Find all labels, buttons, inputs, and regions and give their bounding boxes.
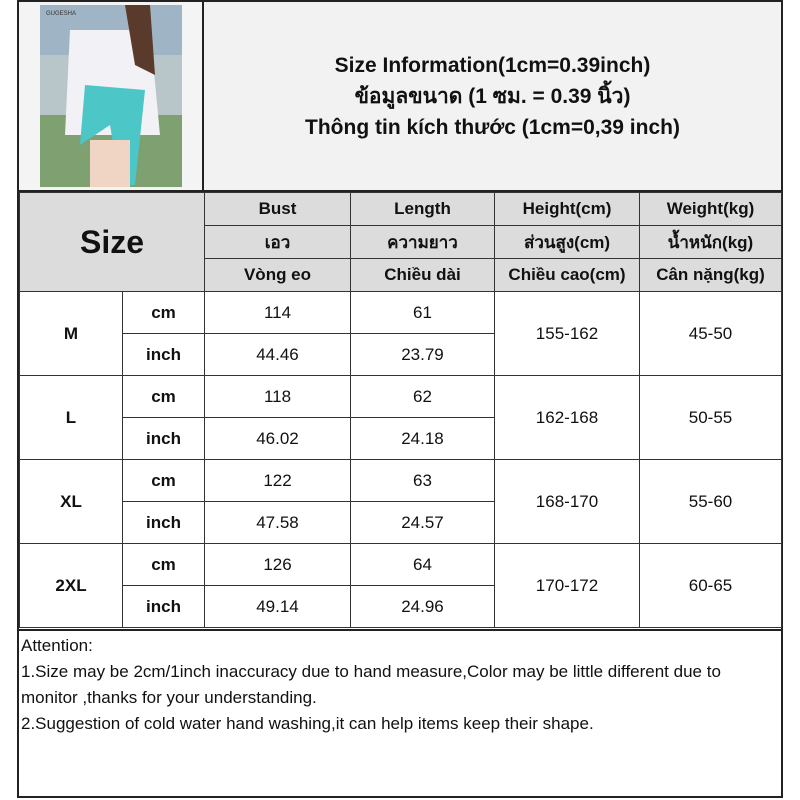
header-bust-vi: Vòng eo — [204, 258, 351, 292]
bust-inch: 44.46 — [204, 333, 351, 376]
photo-brand: GUGESHA — [46, 11, 76, 17]
header-bust-thai: เอว — [204, 225, 351, 259]
table-row: inch 46.02 24.18 — [20, 417, 782, 460]
unit-cm: cm — [122, 459, 205, 502]
title-english: Size Information(1cm=0.39inch) — [334, 53, 651, 77]
unit-inch: inch — [122, 417, 205, 460]
header-length-thai: ความยาว — [350, 225, 495, 259]
unit-inch: inch — [122, 585, 205, 628]
header-length-vi: Chiều dài — [350, 258, 495, 292]
table-row: L cm 118 62 162-168 50-55 — [19, 375, 782, 460]
size-name: 2XL — [19, 543, 123, 628]
size-name: L — [19, 375, 123, 460]
table-row: 2XL cm 126 64 170-172 60-65 — [19, 543, 782, 628]
bust-cm: 122 — [204, 459, 351, 502]
header-height-vi: Chiều cao(cm) — [494, 258, 640, 292]
weight-range: 50-55 — [639, 375, 782, 460]
bust-cm: 114 — [204, 291, 351, 334]
weight-range: 55-60 — [639, 459, 782, 544]
unit-cm: cm — [122, 375, 205, 418]
weight-range: 60-65 — [639, 543, 782, 628]
bust-cm: 126 — [204, 543, 351, 586]
weight-range: 45-50 — [639, 291, 782, 376]
title-thai: ข้อมูลขนาด (1 ซม. = 0.39 นิ้ว) — [354, 84, 631, 108]
table-row: inch 47.58 24.57 — [20, 501, 782, 544]
bust-inch: 46.02 — [204, 417, 351, 460]
header-weight-vi: Cân nặng(kg) — [639, 258, 782, 292]
header-section: GUGESHA Size Information(1cm=0.39inch) ข… — [19, 2, 781, 192]
bust-inch: 49.14 — [204, 585, 351, 628]
size-name: M — [19, 291, 123, 376]
unit-cm: cm — [122, 543, 205, 586]
header-height-thai: ส่วนสูง(cm) — [494, 225, 640, 259]
title-block: Size Information(1cm=0.39inch) ข้อมูลขนา… — [204, 2, 781, 190]
length-cm: 61 — [350, 291, 495, 334]
header-weight-thai: น้ำหนัก(kg) — [639, 225, 782, 259]
length-inch: 23.79 — [350, 333, 495, 376]
size-chart: GUGESHA Size Information(1cm=0.39inch) ข… — [17, 0, 783, 798]
table-row: XL cm 122 63 168-170 55-60 — [19, 459, 782, 544]
unit-inch: inch — [122, 333, 205, 376]
unit-cm: cm — [122, 291, 205, 334]
height-range: 155-162 — [494, 291, 640, 376]
length-cm: 62 — [350, 375, 495, 418]
table-row: inch 49.14 24.96 — [20, 585, 782, 628]
header-bust: Bust — [204, 192, 351, 226]
size-table: Size Bust Length Height(cm) Weight(kg) เ… — [19, 192, 782, 628]
height-range: 170-172 — [494, 543, 640, 628]
bust-inch: 47.58 — [204, 501, 351, 544]
height-range: 162-168 — [494, 375, 640, 460]
length-inch: 24.57 — [350, 501, 495, 544]
header-weight: Weight(kg) — [639, 192, 782, 226]
length-cm: 63 — [350, 459, 495, 502]
length-inch: 24.18 — [350, 417, 495, 460]
header-height: Height(cm) — [494, 192, 640, 226]
attention-heading: Attention: — [21, 636, 93, 655]
table-row: M cm 114 61 155-162 45-50 — [19, 291, 782, 376]
attention-line-1: 1.Size may be 2cm/1inch inaccuracy due t… — [21, 662, 721, 707]
length-cm: 64 — [350, 543, 495, 586]
size-name: XL — [19, 459, 123, 544]
bust-cm: 118 — [204, 375, 351, 418]
table-row: inch 44.46 23.79 — [20, 333, 782, 376]
attention-notes: Attention: 1.Size may be 2cm/1inch inacc… — [19, 629, 781, 739]
title-vietnamese: Thông tin kích thước (1cm=0,39 inch) — [305, 115, 680, 139]
product-photo: GUGESHA — [19, 2, 204, 190]
size-header: Size — [19, 192, 205, 292]
height-range: 168-170 — [494, 459, 640, 544]
header-length: Length — [350, 192, 495, 226]
unit-inch: inch — [122, 501, 205, 544]
attention-line-2: 2.Suggestion of cold water hand washing,… — [21, 714, 594, 733]
length-inch: 24.96 — [350, 585, 495, 628]
